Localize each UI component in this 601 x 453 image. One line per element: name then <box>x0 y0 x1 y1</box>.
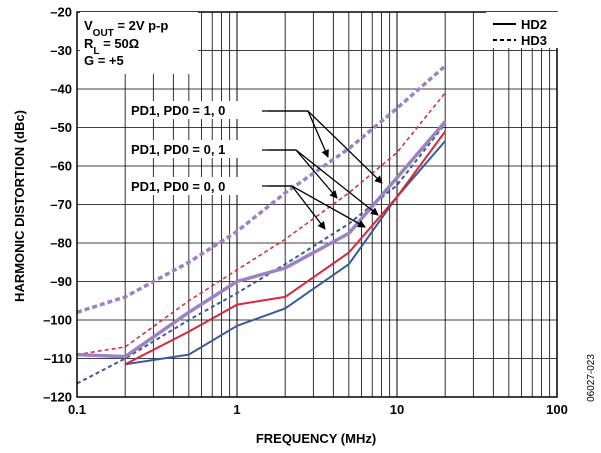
rl-condition: RL = 50Ω <box>84 36 139 57</box>
vout-condition: VOUT = 2V p-p <box>84 18 168 39</box>
y-tick-label: –100 <box>43 313 72 328</box>
annotation-box-2 <box>128 140 258 158</box>
legend-label-hd2: HD2 <box>521 17 547 32</box>
series-line-3 <box>76 92 446 356</box>
annotation-arrow-1 <box>268 110 383 184</box>
plot-frame <box>76 11 558 398</box>
annotation-arrow-4 <box>262 185 326 230</box>
y-axis-title: HARMONIC DISTORTION (dBc) <box>12 110 27 302</box>
x-axis-title: FREQUENCY (MHz) <box>256 431 376 446</box>
y-tick-label: –110 <box>44 351 72 366</box>
y-tick-label: –60 <box>50 159 72 174</box>
y-tick-label: –30 <box>50 43 72 58</box>
legend-label-hd3: HD3 <box>521 33 547 48</box>
conditions-box <box>80 12 198 74</box>
y-tick-label: –80 <box>50 236 72 251</box>
x-tick-label: 1 <box>233 402 240 417</box>
annotation-box-1 <box>128 101 258 119</box>
series-line-2 <box>124 130 447 366</box>
legend-box <box>486 12 560 48</box>
series-lines <box>76 64 447 385</box>
annotation-pd-01: PD1, PD0 = 0, 1 <box>131 142 225 157</box>
x-tick-label: 0.1 <box>68 402 86 417</box>
gain-condition: G = +5 <box>84 53 124 68</box>
series-line-4 <box>76 120 447 359</box>
annotation-arrow-5 <box>268 185 366 228</box>
series-line-5 <box>76 64 447 314</box>
annotation-box-3 <box>128 177 258 195</box>
y-tick-label: –90 <box>50 274 72 289</box>
series-line-1 <box>76 123 446 385</box>
annotation-pd-00: PD1, PD0 = 0, 0 <box>131 179 225 194</box>
y-tick-label: –120 <box>43 390 72 405</box>
figure-id: 06027-023 <box>586 354 597 402</box>
y-tick-label: –40 <box>50 82 72 97</box>
y-tick-label: –50 <box>50 120 72 135</box>
y-tick-label: –20 <box>50 5 72 20</box>
y-tick-label: –70 <box>50 197 72 212</box>
annotation-pd-10: PD1, PD0 = 1, 0 <box>131 103 225 118</box>
annotation-arrow-3 <box>268 149 379 216</box>
annotation-arrows <box>262 110 383 230</box>
x-tick-label: 10 <box>390 402 404 417</box>
x-tick-label: 100 <box>546 402 568 417</box>
